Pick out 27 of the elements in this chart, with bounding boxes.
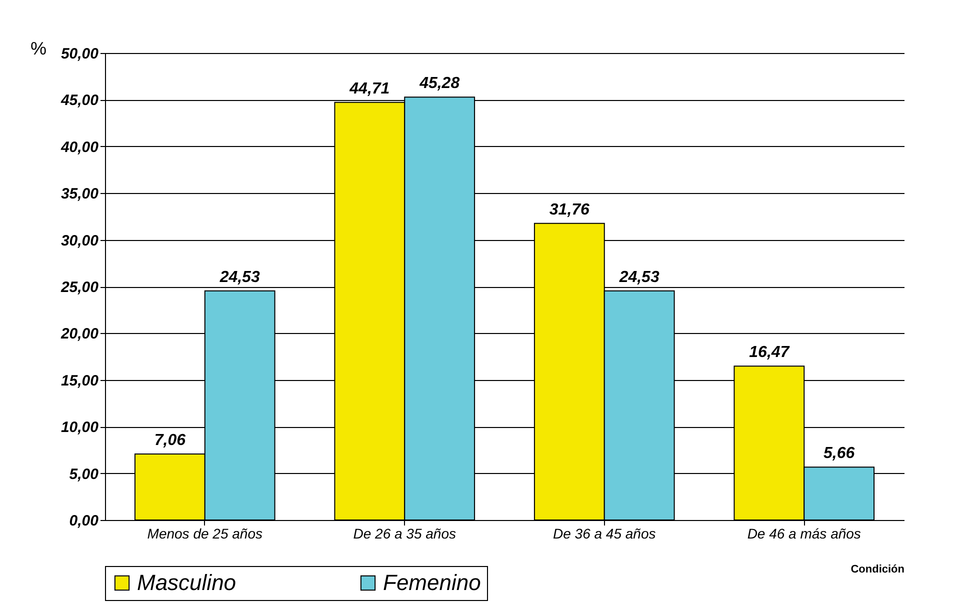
- y-tick-label: 15,00: [60, 372, 100, 390]
- x-tick-label: De 46 a más años: [747, 526, 861, 542]
- legend-label: Masculino: [137, 570, 236, 595]
- y-tick-label: 10,00: [60, 419, 100, 436]
- x-tick-label: Menos de 25 años: [147, 526, 262, 542]
- data-label: 24,53: [618, 268, 660, 286]
- x-tick-label: De 36 a 45 años: [553, 526, 656, 542]
- y-tick-label: 45,00: [60, 92, 100, 110]
- y-tick-label: 5,00: [69, 466, 100, 483]
- y-tick-label: 35,00: [60, 186, 100, 203]
- y-tick-label: 20,00: [60, 326, 100, 343]
- data-label: 31,76: [549, 201, 590, 218]
- y-tick-label: 0,00: [69, 512, 100, 530]
- legend-label: Femenino: [383, 570, 481, 595]
- y-axis-title: %: [30, 38, 47, 58]
- x-axis-title: Condición: [850, 564, 905, 576]
- y-tick-label: 25,00: [60, 279, 100, 296]
- y-tick-label: 40,00: [60, 138, 100, 156]
- data-label: 45,28: [418, 75, 460, 92]
- y-tick-label: 50,00: [60, 46, 100, 62]
- x-tick-label: De 26 a 35 años: [353, 526, 456, 542]
- data-label: 7,06: [154, 432, 186, 450]
- data-label: 44,71: [348, 80, 390, 98]
- data-label: 5,66: [824, 445, 855, 462]
- data-label: 24,53: [218, 268, 260, 286]
- y-tick-label: 30,00: [60, 232, 100, 250]
- data-label: 16,47: [749, 344, 790, 362]
